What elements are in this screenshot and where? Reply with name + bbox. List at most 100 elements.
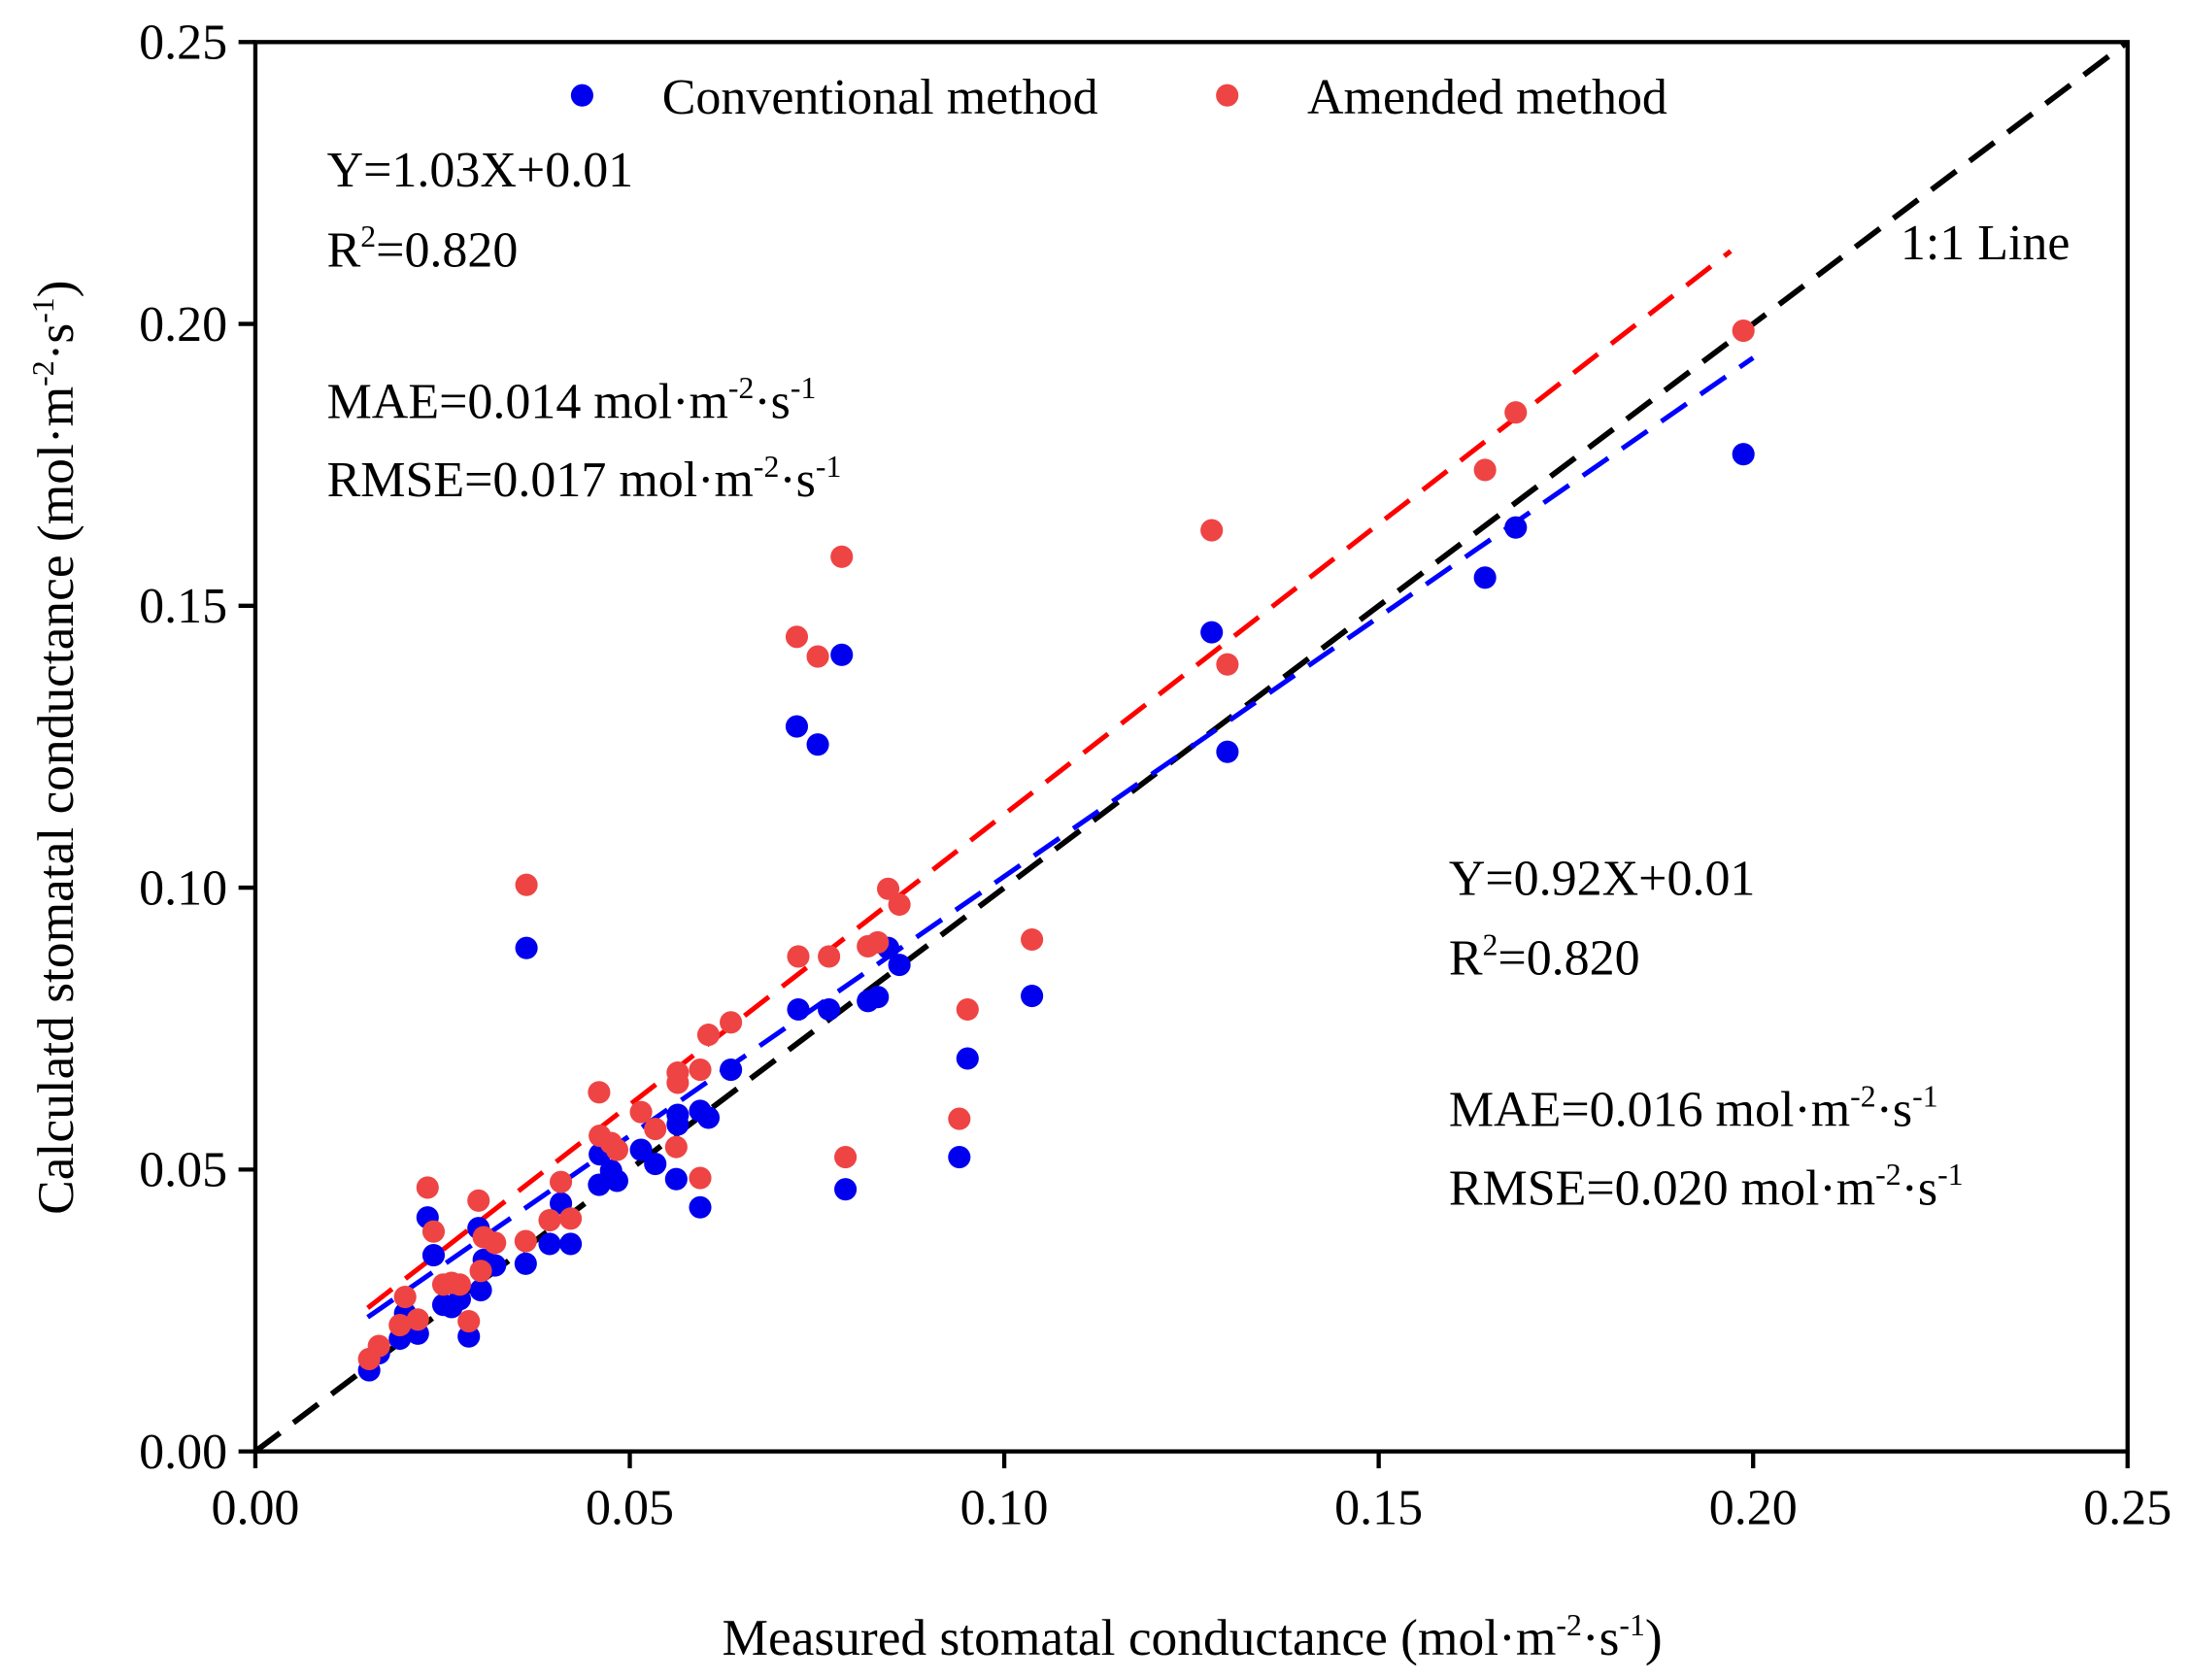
y-tick-label: 0.05 — [139, 1143, 227, 1198]
amended-stats: Y=1.03X+0.01 R2=0.820 MAE=0.014 mol·m-2·… — [327, 143, 842, 508]
amended-point — [467, 1189, 490, 1212]
x-axis-label: Measured stomatal conductance (mol·m-2·s… — [722, 1608, 1662, 1666]
conventional-point — [666, 1113, 690, 1136]
conventional-point — [696, 1106, 721, 1129]
conventional-point — [948, 1146, 971, 1169]
x-tick-label: 0.25 — [2083, 1481, 2171, 1536]
conventional-point — [1021, 985, 1044, 1008]
amended-point — [720, 1011, 743, 1034]
amended-point — [406, 1308, 429, 1331]
amended-point — [538, 1209, 561, 1232]
conventional-point — [629, 1138, 653, 1161]
amended-point — [514, 1229, 537, 1253]
amended-point — [605, 1138, 628, 1161]
y-axis-label: Calculatd stomatal conductance (mol·m-2·… — [26, 281, 84, 1215]
axis-ticks: 0.000.00 0.05 0.05 0.10 0.10 0.15 0.15 0.20 0.20… — [139, 16, 2171, 1536]
amended-point — [956, 997, 979, 1022]
conventional-point — [866, 986, 890, 1009]
plot-frame — [252, 40, 2130, 1454]
amended-point — [664, 1135, 688, 1159]
amended-point — [1473, 458, 1497, 482]
amended-point — [457, 1309, 481, 1333]
y-tick-label: 0.20 — [139, 297, 227, 353]
conventional-point — [644, 1152, 667, 1176]
conventional-point — [1473, 566, 1497, 589]
conventional-point — [559, 1232, 583, 1256]
amended-point — [644, 1118, 667, 1141]
conventional-point — [689, 1195, 712, 1219]
y-tick-label: 0.15 — [139, 579, 227, 634]
amended-point — [1200, 519, 1224, 542]
amended-point — [469, 1260, 492, 1283]
data-points — [357, 319, 1755, 1382]
amended-point — [689, 1058, 712, 1082]
conventional-point — [514, 1252, 537, 1275]
conventional-point — [605, 1169, 628, 1193]
amended-point — [629, 1100, 653, 1124]
conventional-point — [830, 643, 854, 666]
legend-label-conventional: Conventional method — [662, 70, 1098, 125]
amended-point — [588, 1081, 611, 1104]
conventional-point — [1200, 621, 1224, 644]
legend: Conventional method Amended method — [570, 70, 1667, 125]
conventional-point — [806, 733, 829, 756]
amended-point — [1021, 927, 1044, 952]
conventional-fit-line — [366, 355, 1755, 1320]
x-tick-label: 0.10 — [960, 1481, 1049, 1536]
conventional-stats: Y=0.92X+0.01 R2=0.820 MAE=0.016 mol·m-2·… — [1449, 851, 1964, 1216]
conventional-point — [888, 954, 911, 977]
conventional-point — [515, 936, 538, 959]
amended-point — [787, 945, 810, 968]
amended-point — [818, 945, 841, 968]
amended-r2: R2=0.820 — [327, 219, 519, 278]
conventional-equation: Y=0.92X+0.01 — [1449, 851, 1756, 906]
amended-point — [806, 645, 829, 668]
legend-marker-amended — [1216, 84, 1239, 107]
conventional-rmse: RMSE=0.020 mol·m-2·s-1 — [1449, 1158, 1964, 1216]
amended-point — [388, 1314, 412, 1337]
amended-point — [515, 873, 538, 896]
conventional-point — [785, 715, 809, 738]
amended-mae: MAE=0.014 mol·m-2·s-1 — [327, 371, 817, 429]
one-to-one-label: 1:1 Line — [1901, 216, 2070, 271]
legend-label-amended: Amended method — [1307, 70, 1667, 125]
conventional-point — [1732, 443, 1755, 466]
x-tick-label: 0.15 — [1334, 1481, 1423, 1536]
amended-point — [785, 625, 809, 649]
amended-point — [484, 1231, 507, 1255]
conventional-point — [834, 1178, 858, 1201]
amended-point — [416, 1176, 439, 1199]
amended-point — [393, 1286, 417, 1309]
conventional-point — [956, 1047, 979, 1070]
conventional-point — [787, 997, 810, 1022]
conventional-point — [720, 1058, 743, 1082]
conventional-point — [538, 1232, 561, 1256]
amended-point — [448, 1273, 472, 1296]
amended-point — [1504, 401, 1528, 424]
x-tick-label: 0.00 — [211, 1481, 299, 1536]
conventional-point — [1504, 516, 1528, 539]
conventional-r2: R2=0.820 — [1449, 927, 1640, 986]
amended-point — [834, 1146, 858, 1169]
conventional-point — [469, 1279, 492, 1302]
amended-point — [888, 892, 911, 917]
amended-point — [559, 1207, 583, 1230]
amended-point — [866, 930, 890, 954]
conventional-point — [664, 1167, 688, 1191]
amended-point — [877, 877, 900, 900]
amended-equation: Y=1.03X+0.01 — [327, 143, 634, 198]
conventional-point — [1216, 740, 1239, 763]
amended-point — [948, 1107, 971, 1130]
y-tick-label: 0.25 — [139, 16, 227, 71]
x-tick-label: 0.05 — [586, 1481, 674, 1536]
y-tick-label: 0.00 — [139, 1425, 227, 1480]
conventional-point — [421, 1244, 446, 1267]
amended-point — [550, 1170, 573, 1193]
amended-point — [696, 1024, 721, 1047]
amended-point — [367, 1334, 390, 1358]
amended-rmse: RMSE=0.017 mol·m-2·s-1 — [327, 450, 842, 508]
amended-point — [1216, 653, 1239, 676]
amended-point — [689, 1166, 712, 1190]
legend-marker-conventional — [570, 84, 593, 107]
